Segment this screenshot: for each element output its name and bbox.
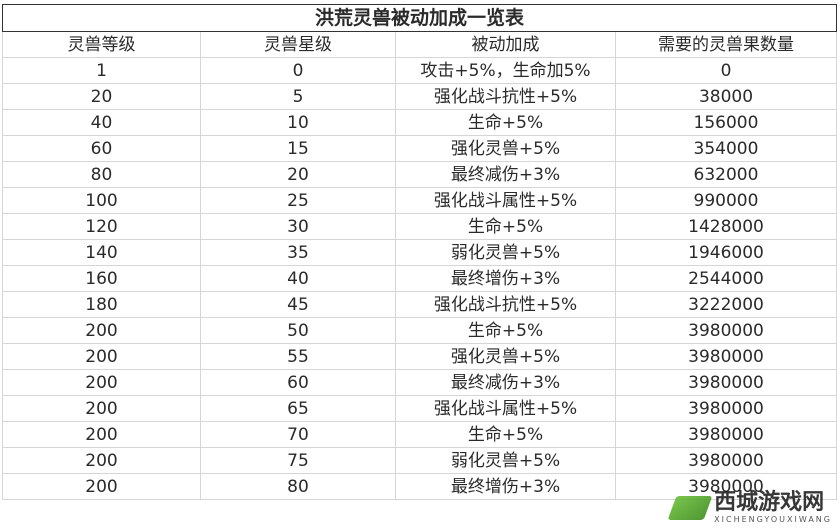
watermark-logo-icon: [667, 495, 713, 520]
header-level: 灵兽等级: [2, 31, 201, 58]
cell-bonus: 攻击+5%，生命加5%: [395, 57, 616, 84]
cell-bonus: 强化战斗抗性+5%: [395, 291, 616, 318]
cell-level: 100: [2, 187, 201, 214]
cell-bonus: 强化战斗属性+5%: [395, 395, 616, 422]
cell-bonus: 最终减伤+3%: [395, 161, 616, 188]
header-bonus: 被动加成: [395, 31, 616, 58]
cell-fruit-count: 3980000: [614, 447, 838, 474]
table-row: 80 20 最终减伤+3% 632000: [2, 161, 838, 188]
table-row: 200 80 最终增伤+3% 3980000: [2, 473, 838, 500]
cell-star: 25: [200, 187, 396, 214]
cell-fruit-count: 3980000: [614, 421, 838, 448]
cell-level: 200: [2, 369, 201, 396]
table-row: 200 50 生命+5% 3980000: [2, 317, 838, 344]
table-row: 200 55 强化灵兽+5% 3980000: [2, 343, 838, 370]
cell-bonus: 强化战斗属性+5%: [395, 187, 616, 214]
cell-level: 140: [2, 239, 201, 266]
watermark: 西城游戏网 XICHENGYOUXIWANG: [667, 490, 832, 525]
cell-level: 200: [2, 317, 201, 344]
cell-star: 30: [200, 213, 396, 240]
cell-star: 70: [200, 421, 396, 448]
cell-star: 50: [200, 317, 396, 344]
cell-level: 120: [2, 213, 201, 240]
cell-fruit-count: 156000: [614, 109, 838, 136]
cell-level: 1: [2, 57, 201, 84]
cell-level: 40: [2, 109, 201, 136]
table-row: 60 15 强化灵兽+5% 354000: [2, 135, 838, 162]
cell-level: 60: [2, 135, 201, 162]
cell-level: 160: [2, 265, 201, 292]
cell-fruit-count: 354000: [614, 135, 838, 162]
cell-star: 10: [200, 109, 396, 136]
cell-star: 60: [200, 369, 396, 396]
cell-star: 0: [200, 57, 396, 84]
cell-bonus: 最终增伤+3%: [395, 265, 616, 292]
cell-level: 200: [2, 473, 201, 500]
cell-fruit-count: 990000: [614, 187, 838, 214]
watermark-subtext: XICHENGYOUXIWANG: [714, 515, 832, 524]
cell-fruit-count: 3222000: [614, 291, 838, 318]
cell-bonus: 强化灵兽+5%: [395, 343, 616, 370]
table-row: 180 45 强化战斗抗性+5% 3222000: [2, 291, 838, 318]
header-star: 灵兽星级: [200, 31, 396, 58]
cell-star: 80: [200, 473, 396, 500]
cell-fruit-count: 3980000: [614, 473, 838, 500]
table-row: 100 25 强化战斗属性+5% 990000: [2, 187, 838, 214]
cell-level: 80: [2, 161, 201, 188]
cell-level: 20: [2, 83, 201, 110]
cell-bonus: 弱化灵兽+5%: [395, 447, 616, 474]
table-row: 120 30 生命+5% 1428000: [2, 213, 838, 240]
cell-fruit-count: 38000: [614, 83, 838, 110]
cell-bonus: 最终增伤+3%: [395, 473, 616, 500]
cell-bonus: 生命+5%: [395, 213, 616, 240]
cell-fruit-count: 2544000: [614, 265, 838, 292]
cell-star: 5: [200, 83, 396, 110]
cell-bonus: 强化战斗抗性+5%: [395, 83, 616, 110]
cell-fruit-count: 0: [614, 57, 838, 84]
cell-fruit-count: 3980000: [614, 317, 838, 344]
cell-level: 200: [2, 447, 201, 474]
cell-fruit-count: 1428000: [614, 213, 838, 240]
table-row: 20 5 强化战斗抗性+5% 38000: [2, 83, 838, 110]
cell-level: 180: [2, 291, 201, 318]
table-row: 200 70 生命+5% 3980000: [2, 421, 838, 448]
cell-star: 15: [200, 135, 396, 162]
cell-star: 40: [200, 265, 396, 292]
cell-star: 35: [200, 239, 396, 266]
cell-star: 65: [200, 395, 396, 422]
watermark-text: 西城游戏网: [714, 490, 825, 515]
cell-bonus: 最终减伤+3%: [395, 369, 616, 396]
cell-bonus: 生命+5%: [395, 109, 616, 136]
cell-fruit-count: 632000: [614, 161, 838, 188]
cell-level: 200: [2, 395, 201, 422]
cell-level: 200: [2, 421, 201, 448]
cell-star: 55: [200, 343, 396, 370]
table-row: 200 65 强化战斗属性+5% 3980000: [2, 395, 838, 422]
cell-bonus: 强化灵兽+5%: [395, 135, 616, 162]
header-row: 灵兽等级 灵兽星级 被动加成 需要的灵兽果数量: [2, 31, 838, 58]
cell-fruit-count: 3980000: [614, 343, 838, 370]
cell-bonus: 生命+5%: [395, 421, 616, 448]
table-row: 200 75 弱化灵兽+5% 3980000: [2, 447, 838, 474]
passive-bonus-table: 洪荒灵兽被动加成一览表 灵兽等级 灵兽星级 被动加成 需要的灵兽果数量 1 0 攻击…: [1, 4, 838, 500]
cell-bonus: 弱化灵兽+5%: [395, 239, 616, 266]
table-row: 40 10 生命+5% 156000: [2, 109, 838, 136]
table-row: 140 35 弱化灵兽+5% 1946000: [2, 239, 838, 266]
cell-fruit-count: 3980000: [614, 369, 838, 396]
cell-star: 45: [200, 291, 396, 318]
table-row: 1 0 攻击+5%，生命加5% 0: [2, 57, 838, 84]
cell-star: 75: [200, 447, 396, 474]
cell-fruit-count: 3980000: [614, 395, 838, 422]
table-title: 洪荒灵兽被动加成一览表: [1, 4, 838, 32]
cell-level: 200: [2, 343, 201, 370]
cell-star: 20: [200, 161, 396, 188]
cell-fruit-count: 1946000: [614, 239, 838, 266]
cell-bonus: 生命+5%: [395, 317, 616, 344]
table-row: 160 40 最终增伤+3% 2544000: [2, 265, 838, 292]
header-fruit-count: 需要的灵兽果数量: [614, 31, 838, 58]
watermark-text-group: 西城游戏网 XICHENGYOUXIWANG: [714, 490, 832, 525]
table-row: 200 60 最终减伤+3% 3980000: [2, 369, 838, 396]
